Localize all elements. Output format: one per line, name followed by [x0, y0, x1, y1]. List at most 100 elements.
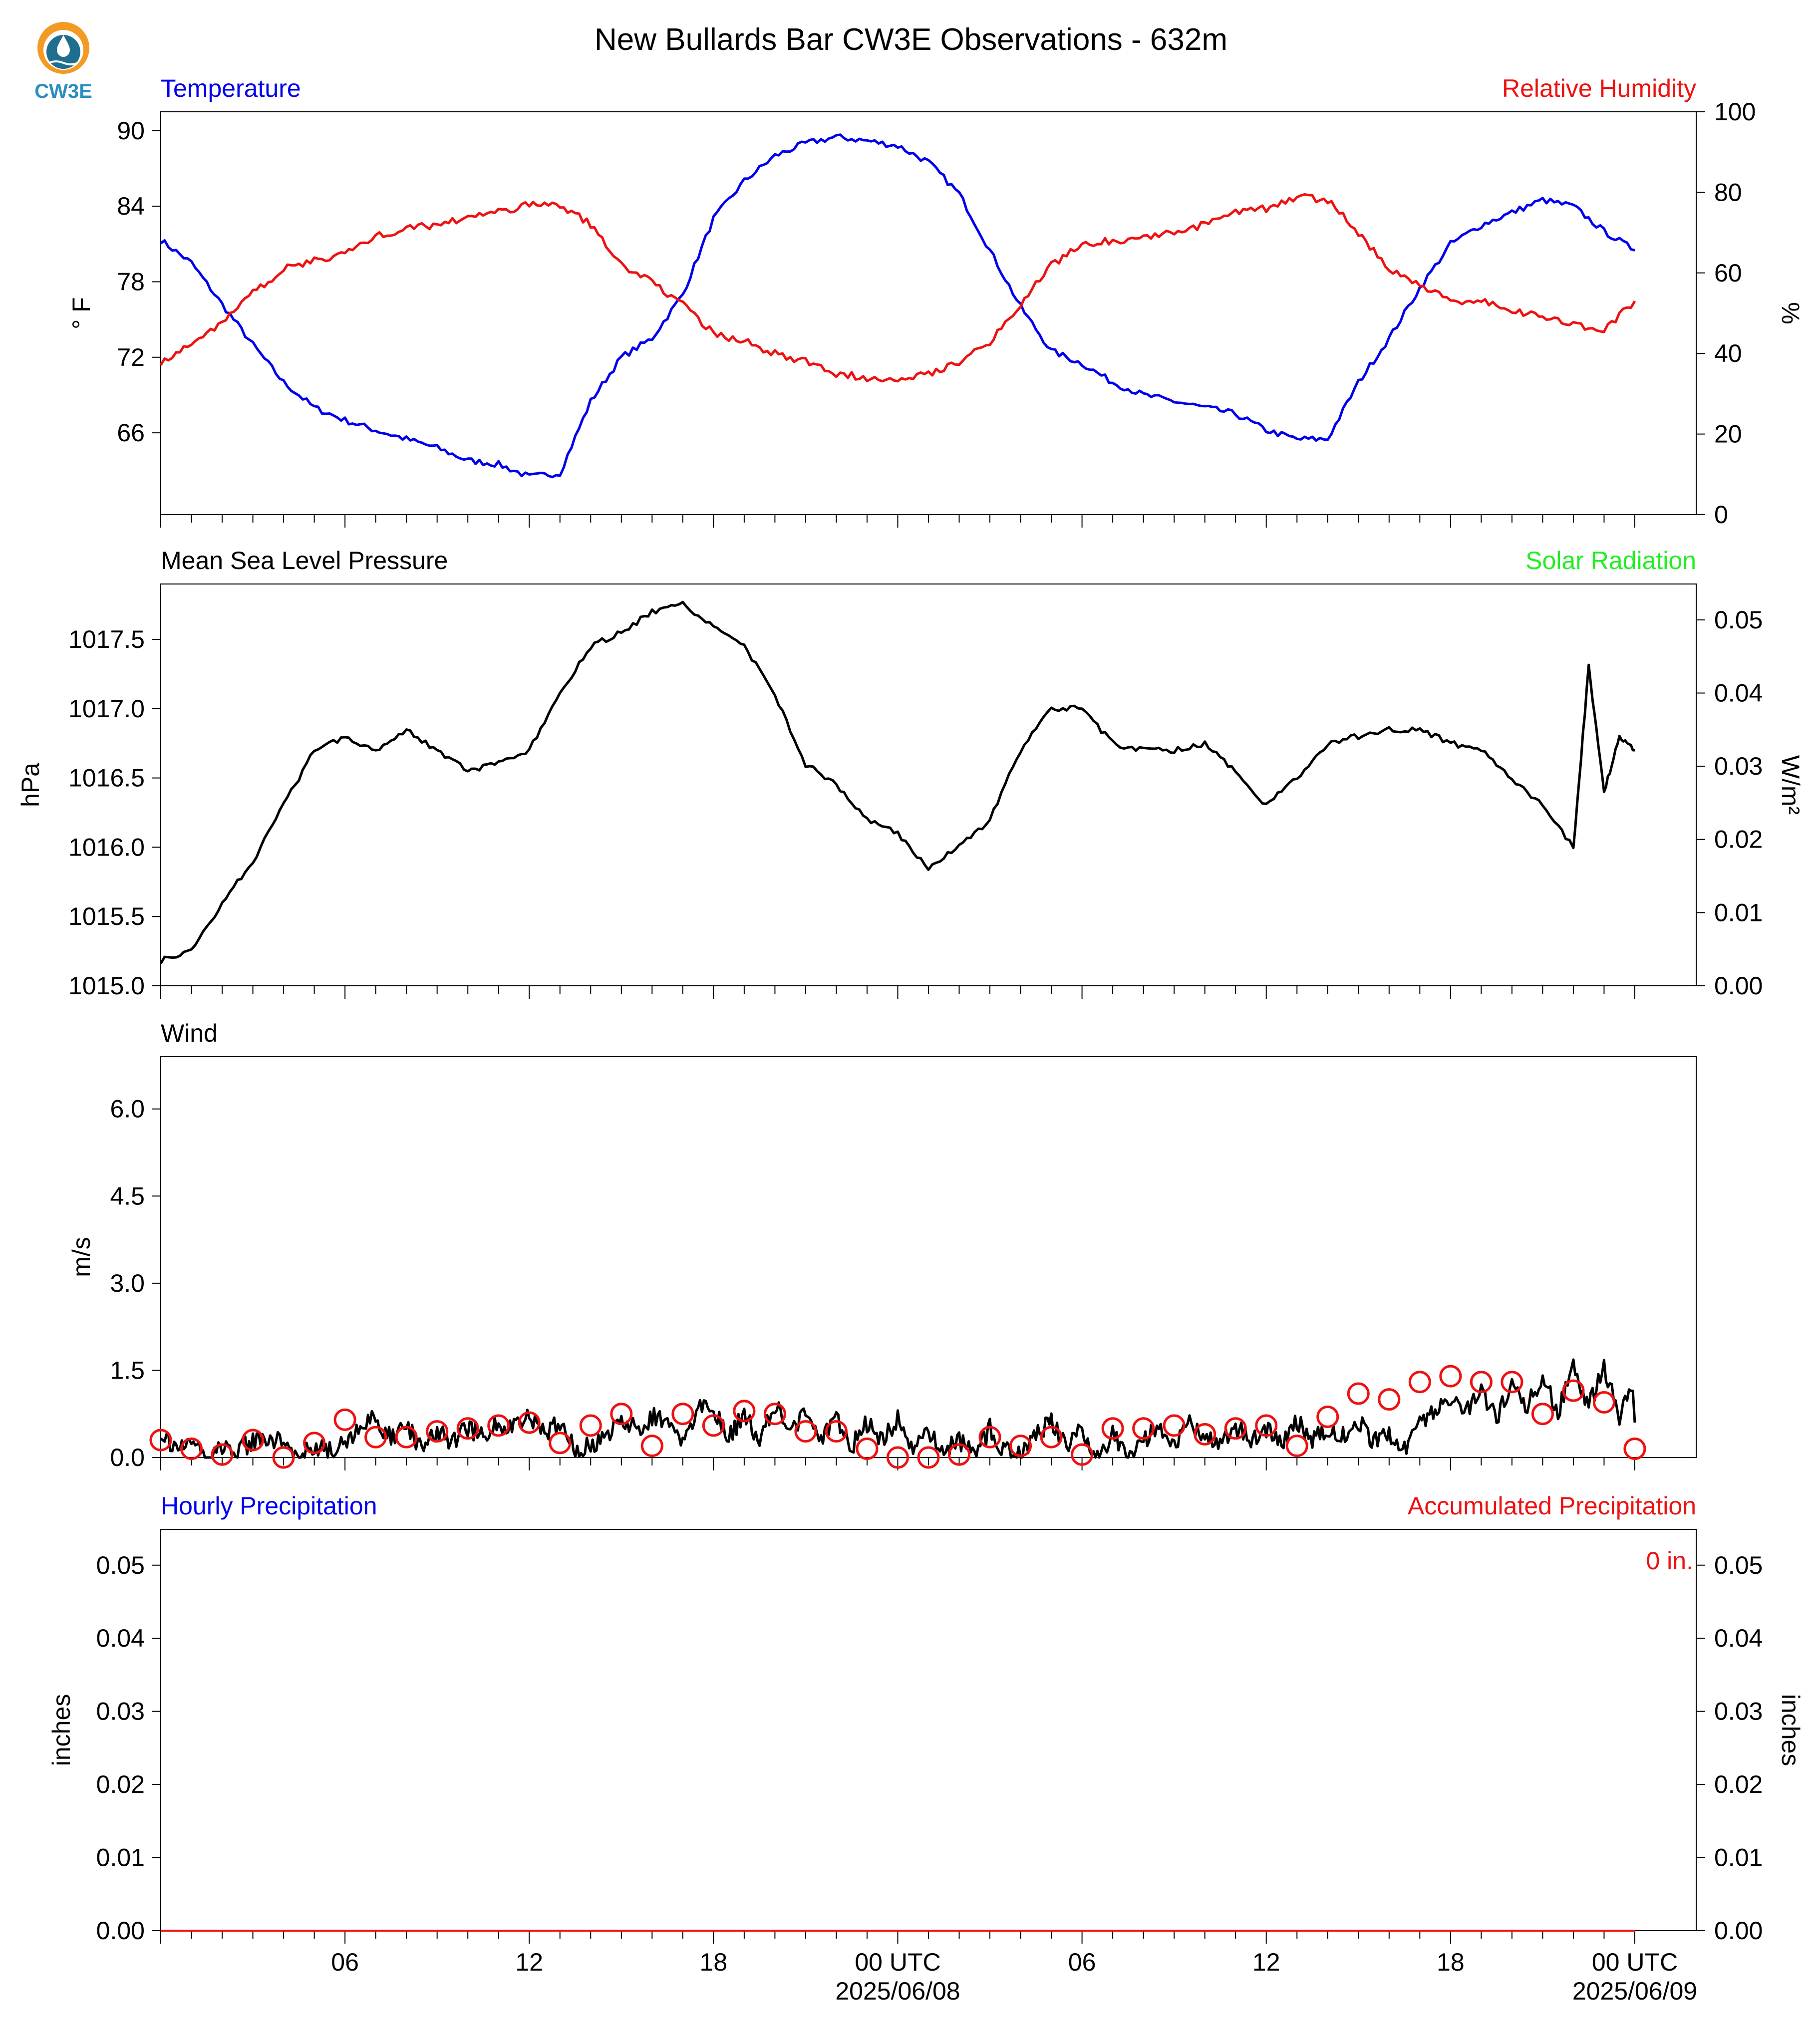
y-tick-label: 0.00	[96, 1917, 145, 1945]
wind-hourly-marker	[702, 1414, 725, 1437]
wind-hourly-marker	[180, 1438, 203, 1460]
y-tick-label-right: 0.00	[1714, 1917, 1763, 1945]
y-axis-label-right: %	[1777, 302, 1805, 324]
wind-hourly-marker	[733, 1400, 756, 1423]
y-tick-label: 72	[117, 343, 145, 371]
wind-hourly-marker	[1224, 1417, 1247, 1440]
y-tick-label-right: 0.03	[1714, 752, 1763, 780]
wind-hourly-marker	[1562, 1379, 1585, 1402]
wind-hourly-marker	[242, 1429, 265, 1451]
series-wind-speed	[160, 1358, 1636, 1459]
y-tick-label: 90	[117, 117, 145, 145]
wind-hourly-marker	[303, 1432, 326, 1454]
y-axis-label: m/s	[67, 1237, 95, 1277]
wind-hourly-marker	[272, 1446, 295, 1469]
y-tick-label: 1017.5	[68, 625, 145, 653]
wind-hourly-marker	[1255, 1414, 1278, 1437]
wind-hourly-marker	[610, 1403, 633, 1426]
wind-hourly-marker	[978, 1426, 1001, 1449]
wind-hourly-marker	[640, 1435, 663, 1457]
panel-precipitation: Hourly Precipitation Accumulated Precipit…	[47, 1492, 1805, 2005]
wind-hourly-marker	[886, 1446, 909, 1469]
x-tick-label: 00 UTC	[855, 1948, 940, 1976]
wind-hourly-marker	[1378, 1388, 1401, 1411]
y-tick-label: 1016.5	[68, 764, 145, 792]
plot-frame	[160, 1529, 1697, 1931]
y-tick-label-right: 80	[1714, 178, 1742, 206]
wind-hourly-marker	[549, 1432, 572, 1454]
panel-wind: Wind 0.0 1.5 3.0 4.5 6.0 m/s	[67, 1019, 1697, 1471]
plot-frame	[160, 1056, 1697, 1458]
y-tick-label: 84	[117, 192, 145, 220]
y-tick-label-right: 0.05	[1714, 606, 1763, 634]
panel-title-left: Temperature	[161, 74, 301, 102]
y-tick-label-right: 100	[1714, 98, 1756, 126]
y-tick-label-right: 60	[1714, 259, 1742, 287]
series-relative-humidity	[159, 193, 1636, 383]
y-tick-label-right: 40	[1714, 339, 1742, 367]
plot-frame	[160, 111, 1697, 515]
x-tick-label: 18	[700, 1948, 728, 1976]
wind-hourly-marker	[1439, 1365, 1462, 1388]
logo-wave	[48, 60, 78, 65]
wind-hourly-marker	[763, 1403, 786, 1426]
wind-hourly-marker	[1316, 1406, 1339, 1429]
panel-title-right: Relative Humidity	[1502, 74, 1696, 102]
wind-hourly-marker	[794, 1420, 817, 1443]
panel-pressure-solar: Mean Sea Level Pressure Solar Radiation 10…	[16, 547, 1805, 1000]
x-tick-label: 06	[1068, 1948, 1096, 1976]
figure-title: New Bullards Bar CW3E Observations - 632…	[595, 22, 1227, 57]
cw3e-logo-mark: CW3E	[34, 22, 92, 102]
y-tick-label-right: 0.04	[1714, 1624, 1763, 1652]
y-tick-label-right: 0.01	[1714, 1844, 1763, 1872]
y-tick-label-right: 0.03	[1714, 1698, 1763, 1726]
y-tick-label: 0.01	[96, 1844, 145, 1872]
x-tick-label: 12	[515, 1948, 543, 1976]
wind-hourly-marker	[395, 1426, 418, 1449]
wind-hourly-marker	[1623, 1438, 1646, 1460]
plot-frame	[160, 583, 1697, 986]
logo-drop	[57, 35, 70, 57]
y-tick-label: 1016.0	[68, 833, 145, 861]
wind-hourly-marker	[917, 1446, 940, 1469]
wind-hourly-marker	[825, 1420, 848, 1443]
wind-hourly-marker	[1347, 1382, 1370, 1405]
wind-hourly-marker	[1194, 1423, 1216, 1446]
accumulated-total-label: 0 in.	[1646, 1547, 1693, 1575]
wind-hourly-marker	[1101, 1417, 1124, 1440]
x-tick-label: 12	[1252, 1948, 1280, 1976]
wind-hourly-marker	[1071, 1443, 1094, 1466]
wind-hourly-marker	[1531, 1403, 1554, 1426]
wind-hourly-marker	[579, 1414, 602, 1437]
y-tick-label: 0.0	[110, 1444, 145, 1471]
logo-text: CW3E	[34, 80, 92, 102]
wind-hourly-marker	[856, 1438, 879, 1460]
y-tick-label: 0.04	[96, 1624, 145, 1652]
y-tick-label-right: 0.01	[1714, 898, 1763, 926]
y-axis-label: inches	[47, 1694, 75, 1766]
wind-hourly-marker	[518, 1411, 541, 1434]
y-tick-label-right: 0.00	[1714, 972, 1763, 1000]
wind-hourly-marker	[211, 1443, 234, 1466]
panel-title-left: Hourly Precipitation	[161, 1492, 377, 1520]
y-axis-label-right: inches	[1777, 1694, 1805, 1766]
x-tick-label: 00 UTC	[1592, 1948, 1678, 1976]
wind-hourly-marker	[1163, 1414, 1186, 1437]
wind-hourly-marker	[1285, 1435, 1308, 1457]
y-tick-label-right: 20	[1714, 420, 1742, 448]
wind-hourly-marker	[1592, 1391, 1615, 1414]
x-tick-label: 18	[1437, 1948, 1465, 1976]
y-tick-label: 0.05	[96, 1551, 145, 1579]
y-tick-label-right: 0.05	[1714, 1551, 1763, 1579]
y-tick-label-right: 0	[1714, 501, 1728, 529]
y-tick-label: 6.0	[110, 1095, 145, 1123]
y-tick-label: 4.5	[110, 1182, 145, 1210]
wind-hourly-marker	[1040, 1426, 1063, 1449]
y-axis-label-right: W/m²	[1777, 755, 1805, 815]
wind-hourly-marker	[671, 1403, 694, 1426]
y-tick-label: 66	[117, 419, 145, 447]
wind-hourly-marker	[1009, 1435, 1032, 1457]
panel-title-left: Mean Sea Level Pressure	[161, 547, 448, 575]
y-tick-label-right: 0.04	[1714, 679, 1763, 707]
